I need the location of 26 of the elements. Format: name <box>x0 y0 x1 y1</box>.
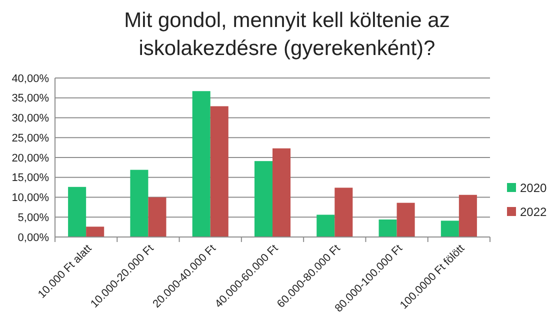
bar <box>440 220 459 237</box>
bar <box>378 220 397 237</box>
bar <box>192 91 210 237</box>
bar <box>86 226 104 237</box>
y-tick-label: 0,00% <box>18 232 50 244</box>
y-tick-label: 40,00% <box>12 72 50 85</box>
bar <box>130 170 148 237</box>
legend-label: 2020 <box>520 181 548 196</box>
bar <box>210 106 228 237</box>
y-tick-label: 10,00% <box>12 192 50 204</box>
bar <box>272 148 291 237</box>
chart-title: Mit gondol, mennyit kell költenie az iskolakezdésre (gyerekenként)? <box>124 9 450 60</box>
bar <box>396 202 415 237</box>
bar <box>148 197 166 237</box>
bar <box>68 186 86 237</box>
bar <box>316 214 335 237</box>
y-tick-label: 20,00% <box>12 152 50 164</box>
bar <box>334 188 353 237</box>
y-tick-label: 25,00% <box>12 132 50 144</box>
legend-label: 2022 <box>520 205 548 220</box>
bar <box>458 194 477 237</box>
bar <box>254 161 272 237</box>
y-tick-label: 5,00% <box>18 212 50 224</box>
y-tick-label: 30,00% <box>12 112 50 125</box>
y-tick-label: 15,00% <box>12 172 50 184</box>
y-tick-label: 35,00% <box>12 92 50 105</box>
